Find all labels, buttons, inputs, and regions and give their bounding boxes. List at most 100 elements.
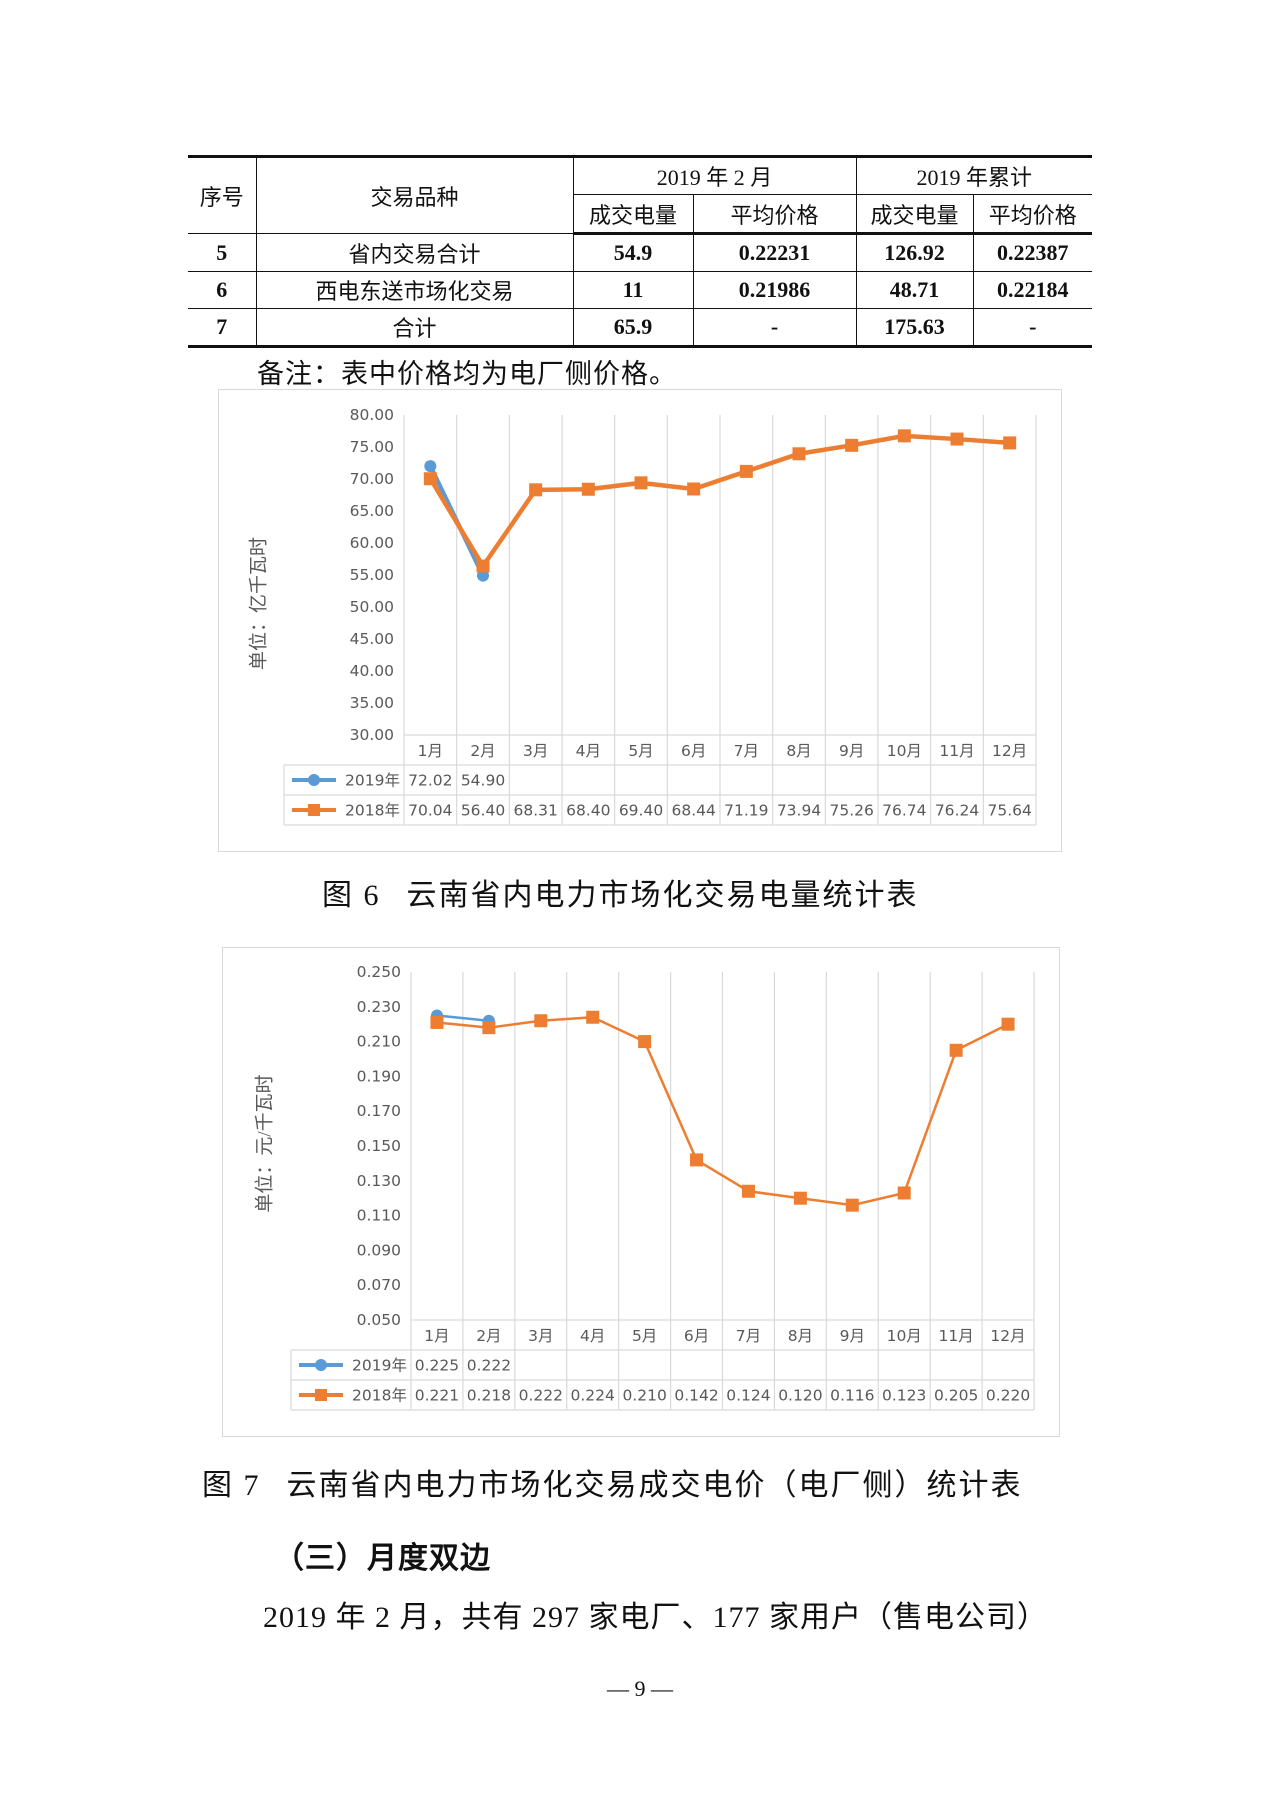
- table-row: 6 西电东送市场化交易 11 0.21986 48.71 0.22184: [188, 271, 1093, 309]
- data-point-square: [1003, 436, 1017, 450]
- cell-seq: 5: [188, 233, 257, 272]
- data-table-value: 0.224: [571, 1387, 615, 1405]
- data-table-value: 0.205: [934, 1387, 978, 1405]
- cell-ytd-price: 0.22387: [972, 233, 1093, 272]
- data-table-value: 0.221: [415, 1387, 459, 1405]
- y-tick-label: 70.00: [350, 470, 394, 488]
- data-point-square: [581, 482, 595, 496]
- cell-month-price: 0.22231: [692, 233, 857, 272]
- header-ytd-price: 平均价格: [972, 194, 1093, 235]
- data-table-value: 76.24: [935, 802, 979, 820]
- cell-seq: 6: [188, 271, 257, 309]
- data-point-square: [534, 1014, 548, 1028]
- x-tick-label: 5月: [632, 1327, 657, 1345]
- header-month-group: 2019 年 2 月: [572, 155, 857, 195]
- x-tick-label: 11月: [939, 1327, 974, 1345]
- data-point-square: [897, 1186, 911, 1200]
- x-tick-label: 12月: [990, 1327, 1025, 1345]
- data-point-square: [950, 432, 964, 446]
- cell-month-volume: 54.9: [572, 233, 694, 272]
- data-table-value: 54.90: [461, 772, 505, 790]
- y-tick-label: 0.050: [357, 1311, 401, 1329]
- x-tick-label: 11月: [939, 742, 974, 760]
- cell-name: 省内交易合计: [255, 233, 574, 272]
- summary-table: 序号 交易品种 2019 年 2 月 2019 年累计 成交电量 平均价格 成交…: [188, 155, 1093, 348]
- data-point-square: [793, 1191, 807, 1205]
- data-point-square: [949, 1043, 963, 1057]
- data-point-square: [792, 447, 806, 461]
- cell-ytd-price: 0.22184: [972, 271, 1093, 309]
- legend-label: 2018年: [345, 802, 400, 820]
- data-point-square: [430, 1015, 444, 1029]
- x-tick-label: 3月: [528, 1327, 553, 1345]
- x-tick-label: 3月: [523, 742, 548, 760]
- data-table-value: 68.40: [566, 802, 610, 820]
- y-tick-label: 55.00: [350, 566, 394, 584]
- cell-ytd-price: -: [972, 308, 1093, 348]
- data-table-value: 72.02: [408, 772, 452, 790]
- y-tick-label: 0.210: [357, 1033, 401, 1051]
- data-table-value: 73.94: [777, 802, 821, 820]
- y-tick-label: 0.150: [357, 1137, 401, 1155]
- chart-volume-frame: [218, 389, 1062, 852]
- x-tick-label: 1月: [424, 1327, 449, 1345]
- chart-0-plot: 80.00 75.00 70.00 65.00 60.00 55.00 50.00 45.00…: [283, 406, 1037, 826]
- data-point-square: [476, 559, 490, 573]
- x-tick-label: 9月: [840, 1327, 865, 1345]
- data-table-value: 70.04: [408, 802, 452, 820]
- y-tick-label: 80.00: [350, 406, 394, 424]
- figure6-title: 云南省内电力市场化交易电量统计表: [406, 879, 919, 912]
- header-ytd-group: 2019 年累计: [855, 155, 1093, 195]
- table-row: 7 合计 65.9 - 175.63 -: [188, 308, 1093, 348]
- series-line: [428, 433, 1010, 569]
- data-point-square: [739, 464, 753, 478]
- x-tick-label: 9月: [839, 742, 864, 760]
- header-seq: 序号: [188, 155, 257, 234]
- data-point-circle: [477, 569, 489, 582]
- x-tick-label: 6月: [684, 1327, 709, 1345]
- figure6-caption: 图 6 云南省内电力市场化交易电量统计表: [322, 870, 919, 914]
- data-table-value: 0.210: [622, 1387, 666, 1405]
- x-tick-label: 12月: [992, 742, 1027, 760]
- data-table-value: 68.44: [671, 802, 715, 820]
- data-table-value: 76.74: [882, 802, 926, 820]
- data-table-value: 0.142: [674, 1387, 718, 1405]
- y-tick-label: 0.230: [357, 998, 401, 1016]
- legend-circle-marker-icon: [308, 774, 320, 786]
- figure7-title: 云南省内电力市场化交易成交电价（电厂侧）统计表: [286, 1469, 1023, 1502]
- data-table-value: 0.222: [519, 1387, 563, 1405]
- y-tick-label: 40.00: [350, 662, 394, 680]
- y-tick-label: 0.190: [357, 1067, 401, 1085]
- header-month-price: 平均价格: [692, 194, 857, 235]
- x-tick-label: 7月: [734, 742, 759, 760]
- data-table-value: 68.31: [513, 802, 557, 820]
- data-point-square: [482, 1021, 496, 1035]
- x-tick-label: 10月: [887, 742, 922, 760]
- data-point-square: [687, 482, 701, 496]
- cell-month-price: -: [692, 308, 857, 348]
- y-tick-label: 30.00: [350, 726, 394, 744]
- cell-month-price: 0.21986: [692, 271, 857, 309]
- data-table-value: 0.220: [986, 1387, 1030, 1405]
- x-tick-label: 6月: [681, 742, 706, 760]
- table-note: 备注：表中价格均为电厂侧价格。: [257, 359, 677, 389]
- data-point-square: [845, 1198, 859, 1212]
- data-point-square: [897, 429, 911, 443]
- data-point-circle: [424, 460, 437, 473]
- y-tick-label: 0.170: [357, 1102, 401, 1120]
- data-table-value: 56.40: [461, 802, 505, 820]
- data-table-value: 0.116: [830, 1387, 874, 1405]
- x-tick-label: 1月: [418, 742, 443, 760]
- chart-price-frame: [222, 947, 1060, 1437]
- data-table-value: 75.26: [829, 802, 873, 820]
- data-point-square: [529, 483, 543, 497]
- data-table-value: 0.120: [778, 1387, 822, 1405]
- legend-circle-marker-icon: [315, 1359, 327, 1371]
- data-table-value: 69.40: [619, 802, 663, 820]
- data-table-value: 0.222: [467, 1357, 511, 1375]
- series-line: [436, 1014, 490, 1022]
- x-tick-label: 2月: [476, 1327, 501, 1345]
- x-tick-label: 8月: [786, 742, 811, 760]
- header-month-volume: 成交电量: [573, 194, 694, 235]
